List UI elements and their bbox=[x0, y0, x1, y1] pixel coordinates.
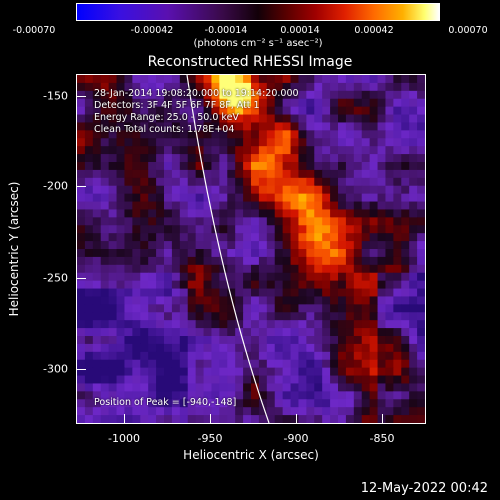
y-tick-mark bbox=[77, 278, 86, 279]
x-tick-label: -1000 bbox=[108, 432, 140, 445]
heatmap-canvas bbox=[77, 75, 425, 423]
colorbar-tick-label: 0.00014 bbox=[280, 25, 320, 36]
annotation-clean: Clean Total counts: 1.78E+04 bbox=[94, 124, 235, 135]
colorbar bbox=[76, 3, 440, 21]
annotation-detectors: Detectors: 3F 4F 5F 6F 7F 8F, Att 1 bbox=[94, 100, 260, 111]
colorbar-tick-label: 0.00042 bbox=[354, 25, 394, 36]
annotation-peak: Position of Peak = [-940,-148] bbox=[94, 397, 237, 408]
x-tick-mark bbox=[296, 414, 297, 423]
colorbar-units: (photons cm⁻² s⁻¹ asec⁻²) bbox=[193, 38, 323, 49]
x-axis-label: Heliocentric X (arcsec) bbox=[183, 448, 319, 462]
y-tick-mark bbox=[77, 96, 86, 97]
colorbar-tick-label: -0.00014 bbox=[204, 25, 248, 36]
colorbar-tick-label: -0.00070 bbox=[12, 25, 56, 36]
render-timestamp: 12-May-2022 00:42 bbox=[360, 481, 488, 496]
image-title: Reconstructed RHESSI Image bbox=[147, 54, 353, 70]
x-tick-mark bbox=[210, 414, 211, 423]
x-tick-label: -850 bbox=[369, 432, 395, 445]
annotation-date-range: 28-Jan-2014 19:08:20.000 to 19:14:20.000 bbox=[94, 88, 299, 99]
y-tick-mark bbox=[77, 369, 86, 370]
rhessi-image bbox=[76, 74, 426, 424]
x-tick-mark bbox=[382, 414, 383, 423]
x-tick-label: -900 bbox=[283, 432, 309, 445]
x-tick-mark bbox=[124, 414, 125, 423]
y-tick-label: -250 bbox=[43, 271, 68, 285]
y-tick-label: -200 bbox=[43, 179, 68, 193]
annotation-energy: Energy Range: 25.0 - 50.0 keV bbox=[94, 112, 239, 123]
y-tick-mark bbox=[77, 186, 86, 187]
colorbar-tick-label: 0.00070 bbox=[448, 25, 488, 36]
x-tick-label: -950 bbox=[197, 432, 223, 445]
colorbar-tick-label: -0.00042 bbox=[130, 25, 174, 36]
y-tick-label: -300 bbox=[43, 362, 68, 376]
y-axis-label: Heliocentric Y (arcsec) bbox=[7, 181, 21, 317]
y-tick-label: -150 bbox=[43, 89, 68, 103]
solar-limb-line bbox=[186, 75, 270, 423]
